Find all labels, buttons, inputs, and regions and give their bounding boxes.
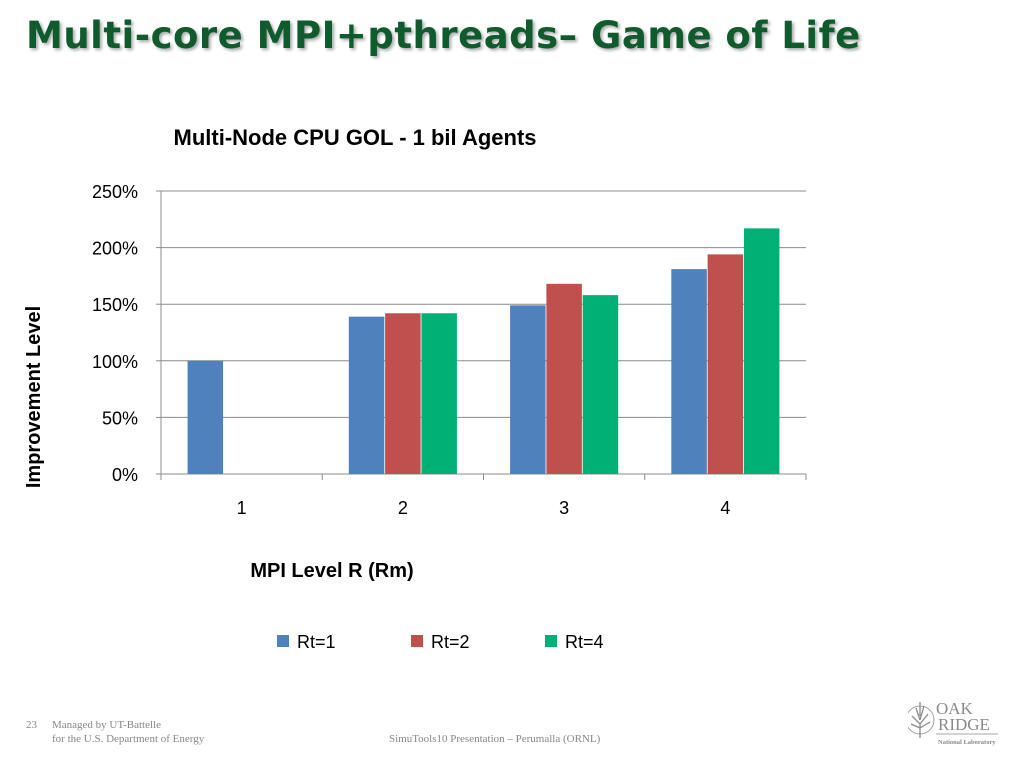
y-tick-label: 200% <box>92 239 138 259</box>
x-tick-label: 4 <box>720 498 730 518</box>
presentation-credit: SimuTools10 Presentation – Perumalla (OR… <box>389 733 601 745</box>
y-tick-label: 100% <box>92 352 138 372</box>
bar <box>743 228 780 474</box>
y-tick-label: 50% <box>102 408 138 428</box>
legend-swatch <box>545 635 557 647</box>
y-tick-label: 150% <box>92 295 138 315</box>
managed-line-1: Managed by UT-Battelle <box>52 719 161 731</box>
x-axis-label: MPI Level R (Rm) <box>250 560 413 582</box>
bar-chart: Multi-Node CPU GOL - 1 bil Agents 0% 50% 10… <box>23 125 807 652</box>
bar <box>187 360 224 474</box>
legend-entry: Rt=4 <box>565 632 604 652</box>
leaf-icon <box>908 702 935 738</box>
bar <box>707 254 744 474</box>
bar <box>348 316 385 474</box>
bar <box>671 269 707 474</box>
y-axis-label: Improvement Level <box>23 306 45 488</box>
x-tick-label: 2 <box>398 498 408 518</box>
slide-title: Multi-core MPI+pthreads– Game of Life <box>26 14 861 57</box>
bar <box>546 283 582 474</box>
legend-swatch <box>277 635 289 647</box>
chart-title: Multi-Node CPU GOL - 1 bil Agents <box>174 125 537 150</box>
bar <box>385 313 421 474</box>
bar <box>510 305 546 474</box>
ornl-logo: OAK RIDGE National Laboratory <box>908 699 998 746</box>
x-tick-label: 1 <box>237 498 247 518</box>
x-tick-label: 3 <box>559 498 569 518</box>
managed-by-text: Managed by UT-Battelle for the U.S. Depa… <box>52 718 204 746</box>
y-tick-label: 250% <box>92 182 138 202</box>
y-tick-label: 0% <box>112 465 138 485</box>
managed-line-2: for the U.S. Department of Energy <box>52 733 205 745</box>
legend-swatch <box>411 635 423 647</box>
logo-national-laboratory: National Laboratory <box>938 739 996 746</box>
logo-oak: OAK <box>936 699 974 718</box>
legend-entry: Rt=1 <box>297 632 336 652</box>
legend-entry: Rt=2 <box>431 632 470 652</box>
bar <box>421 313 457 474</box>
slide-number: 23 <box>26 719 37 731</box>
bar <box>582 295 619 474</box>
logo-ridge: RIDGE <box>938 715 990 734</box>
